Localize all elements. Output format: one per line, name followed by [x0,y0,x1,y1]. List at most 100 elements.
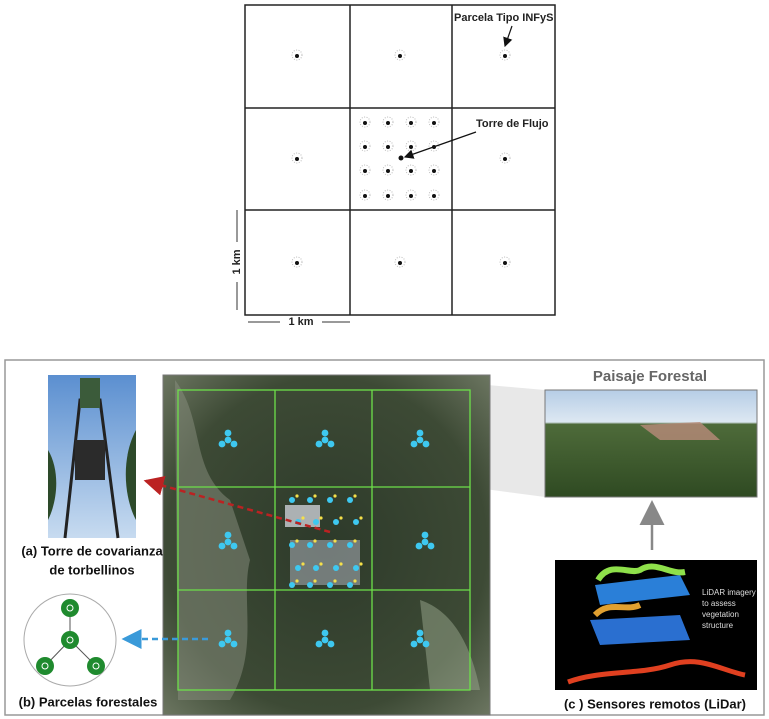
sat-subplot [301,516,305,520]
tower-photo [48,375,136,539]
plot-halo [405,164,417,176]
plot-label: Parcela Tipo INFyS [454,12,553,24]
sat-plots [218,429,435,648]
plot-halo [291,256,303,268]
plot-halo [382,164,394,176]
plot-halo [428,164,440,176]
plot-dot [363,145,367,149]
lidar-note: structure [702,621,734,630]
subplot [61,631,79,649]
scale-label-horizontal: 1 km [288,316,313,328]
subplot-center [66,604,74,612]
plot-dot [295,261,299,265]
tower-top [80,378,100,408]
sat-plot [416,629,424,637]
sat-plot [327,542,333,548]
subplots [36,599,105,675]
sat-plot [224,636,232,644]
sat-plot [218,640,226,648]
plot-dot [503,157,507,161]
plot-halo [359,116,371,128]
sat-plot [307,582,313,588]
sat-subplot [353,579,357,583]
plot-dot [363,194,367,198]
plot-dot [386,194,390,198]
plot-halo [428,140,440,152]
plot-diagram [23,593,117,687]
subplot-center [66,636,74,644]
plot-arrow [503,25,513,48]
plot-halo [405,189,417,201]
sat-subplot [339,516,343,520]
sat-plot [347,497,353,503]
sat-plot [289,582,295,588]
plot-halo [382,140,394,152]
plot-dot [295,54,299,58]
sat-plot [353,519,359,525]
sat-plot [224,436,232,444]
sat-plot [333,565,339,571]
clearcut [640,422,720,440]
plot-halo [382,116,394,128]
sat-subplot [313,539,317,543]
sat-plot [289,542,295,548]
satellite-image [162,374,491,716]
tower-link-arrow [143,476,331,534]
plot-halo [359,140,371,152]
tower-arrow [403,131,477,159]
plot-dot [409,169,413,173]
sat-subplot [359,516,363,520]
subplot [61,599,79,617]
landscape-title: Paisaje Forestal [593,368,707,385]
sat-subplot [301,562,305,566]
sat-plot [321,429,329,437]
lidar-note: LiDAR imagery [702,588,756,597]
sat-subplot [313,494,317,498]
sat-plot [313,565,319,571]
sat-plot [289,497,295,503]
panel-b-label: (b) Parcelas forestales [19,694,158,709]
sat-plot [218,542,226,550]
sat-subplot [359,562,363,566]
sat-subplot [353,539,357,543]
sat-plot [416,429,424,437]
plot-halo [382,189,394,201]
sat-plot [415,542,423,550]
sat-plot [315,640,323,648]
tower-point [398,155,404,161]
sat-plot [421,538,429,546]
sat-plot [422,440,430,448]
top-grid: Parcela Tipo INFyS Torre de Flujo 1 km 1… [231,4,556,328]
sat-plot [416,636,424,644]
sat-plot [422,640,430,648]
clearing [285,505,320,527]
sat-grid [177,389,471,691]
clearing [175,380,250,700]
plot-dot [409,145,413,149]
sat-subplot [319,516,323,520]
sat-plot [327,582,333,588]
clearing [290,540,360,585]
landscape-photo [544,389,758,498]
lidar-note: to assess [702,599,736,608]
plot-dot [363,169,367,173]
plot-dot [386,169,390,173]
sat-plot [307,497,313,503]
sat-subplot [353,494,357,498]
sat-subplot [313,579,317,583]
plot-halo [428,189,440,201]
plot-halo [291,152,303,164]
sat-plot [224,531,232,539]
sat-plot [327,440,335,448]
plot-dot [295,157,299,161]
plot-dot [398,54,402,58]
subplot [87,657,105,675]
lidar-image: LiDAR imagery to assess vegetation struc… [555,560,757,690]
sat-plot [218,440,226,448]
sat-subplot [295,494,299,498]
lidar-note: vegetation [702,610,739,619]
sat-plot [313,519,319,525]
sat-plot [347,582,353,588]
sat-plot [410,440,418,448]
